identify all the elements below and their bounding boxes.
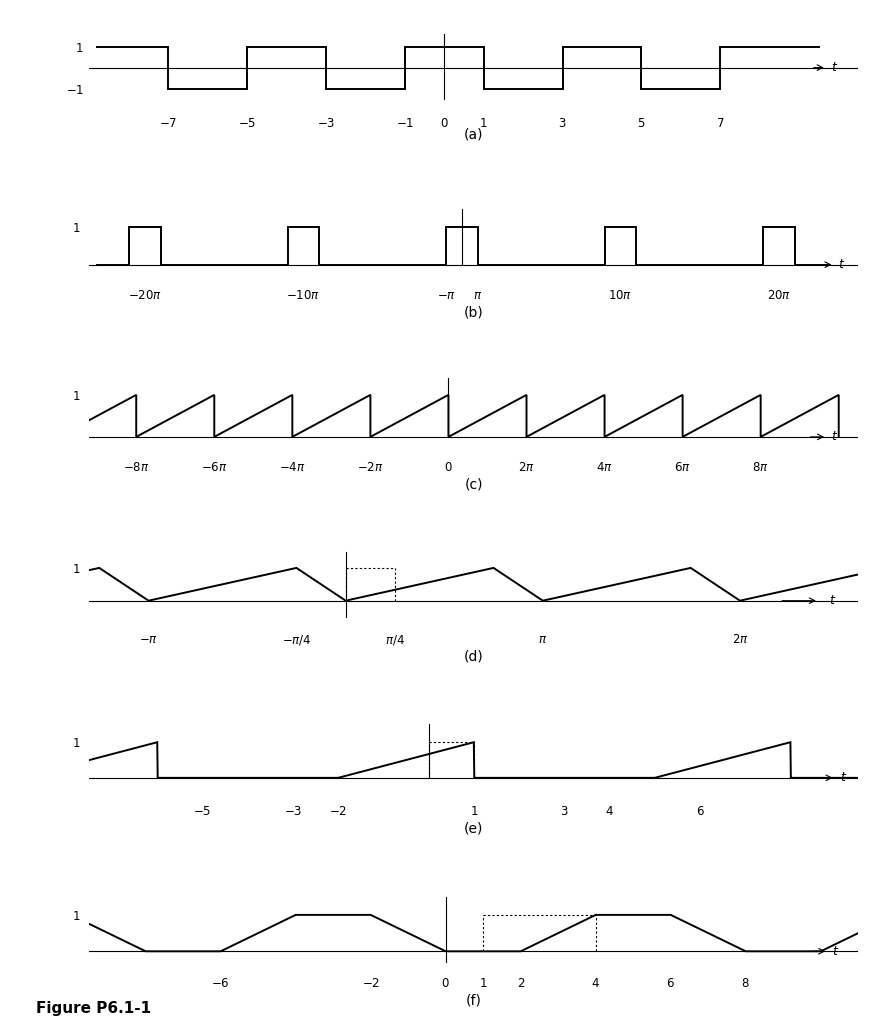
Text: $t$: $t$ [838, 258, 845, 271]
Text: (b): (b) [464, 305, 484, 319]
Text: Figure P6.1-1: Figure P6.1-1 [36, 1000, 151, 1016]
Text: (f): (f) [466, 993, 482, 1008]
Text: $t$: $t$ [840, 771, 848, 784]
Text: $t$: $t$ [829, 594, 836, 607]
Text: $t$: $t$ [832, 945, 839, 957]
Text: (d): (d) [464, 649, 484, 664]
Text: (c): (c) [465, 477, 483, 492]
Text: (a): (a) [464, 128, 484, 141]
Text: $t$: $t$ [831, 430, 839, 443]
Text: (e): (e) [464, 821, 484, 836]
Text: $t$: $t$ [831, 61, 838, 74]
